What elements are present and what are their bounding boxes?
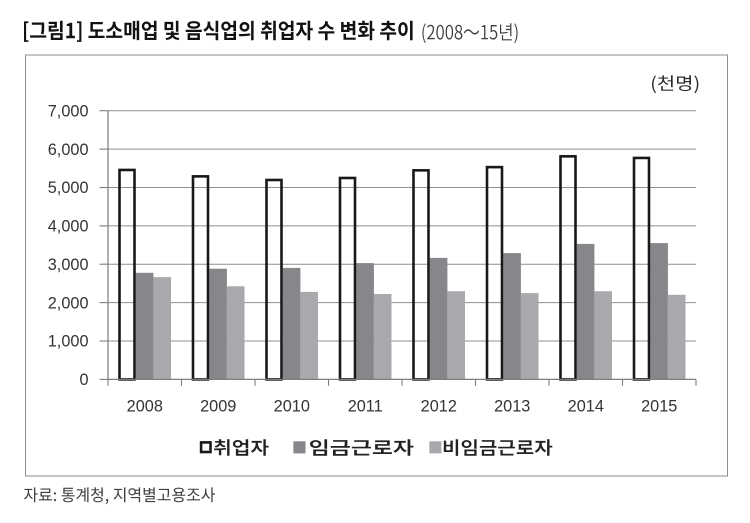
svg-text:2008: 2008 [127, 398, 163, 416]
svg-text:2013: 2013 [494, 398, 530, 416]
svg-text:0: 0 [79, 371, 88, 389]
svg-text:1,000: 1,000 [48, 333, 89, 351]
svg-text:2,000: 2,000 [48, 294, 89, 312]
svg-text:2012: 2012 [421, 398, 457, 416]
svg-text:7,000: 7,000 [48, 102, 89, 120]
svg-text:2009: 2009 [200, 398, 236, 416]
svg-text:4,000: 4,000 [48, 218, 89, 236]
svg-text:6,000: 6,000 [48, 141, 89, 159]
svg-text:2015: 2015 [641, 398, 677, 416]
svg-text:2011: 2011 [348, 398, 383, 416]
svg-text:3,000: 3,000 [48, 256, 89, 274]
svg-text:2010: 2010 [274, 398, 310, 416]
svg-text:2014: 2014 [568, 398, 604, 416]
svg-text:5,000: 5,000 [48, 179, 89, 197]
